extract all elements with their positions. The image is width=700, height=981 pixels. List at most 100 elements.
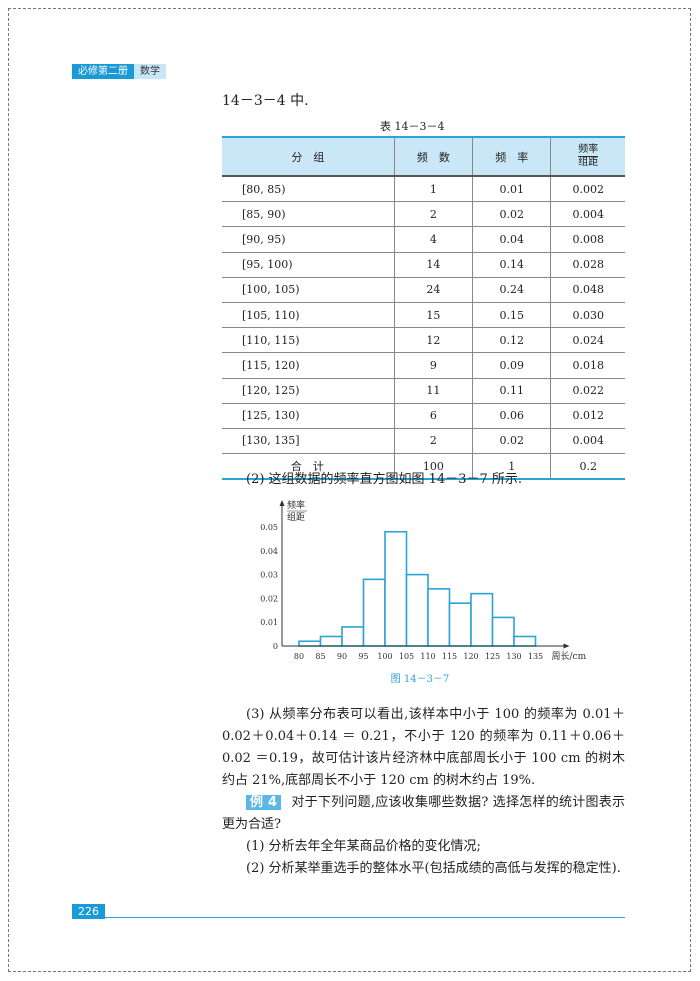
x-axis-arrow-icon xyxy=(563,643,570,649)
y-axis-label-den: 组距 xyxy=(287,511,305,523)
table-cell: 合 计 xyxy=(222,453,395,481)
table-cell: [85, 90) xyxy=(222,201,395,228)
x-tick-label: 95 xyxy=(358,652,368,661)
table-cell: [120, 125) xyxy=(222,378,395,404)
histogram-bar xyxy=(341,626,365,647)
header-frequency: 频 率 xyxy=(472,136,551,177)
table-row: [90, 95) 4 0.04 0.008 xyxy=(222,226,625,253)
table-cell: [100, 105) xyxy=(222,277,395,303)
y-tick-label: 0.04 xyxy=(260,547,278,556)
table-cell: 1 xyxy=(393,176,473,203)
table-cell: [125, 130) xyxy=(222,403,395,429)
table-cell: 0.024 xyxy=(550,327,625,354)
y-tick-label: 0.05 xyxy=(260,523,278,532)
x-tick-label: 100 xyxy=(377,652,392,661)
table-cell: 0.01 xyxy=(472,176,551,203)
table-cell: 2 xyxy=(393,201,473,228)
table-cell: 12 xyxy=(393,327,473,354)
table-cell: 0.002 xyxy=(550,176,625,203)
table-cell: 0.15 xyxy=(472,302,551,329)
x-axis-label: 周长/cm xyxy=(552,650,587,662)
table-row: [100, 105) 24 0.24 0.048 xyxy=(222,277,625,303)
table-cell: 0.02 xyxy=(472,201,551,228)
table-caption: 表 14－3－4 xyxy=(380,120,445,133)
table-cell: 0.11 xyxy=(472,378,551,404)
book-label: 必修第二册 xyxy=(72,64,134,79)
table-cell: 14 xyxy=(393,252,473,278)
histogram-bar xyxy=(427,588,451,647)
x-tick-label: 115 xyxy=(442,652,457,661)
table-cell: 24 xyxy=(393,277,473,303)
running-header: 必修第二册 数学 xyxy=(72,64,166,79)
figure-caption: 图 14－3－7 xyxy=(391,673,450,685)
table-cell: 0.12 xyxy=(472,327,551,354)
header-density: 频率 组距 xyxy=(550,136,625,177)
table-cell: [80, 85) xyxy=(222,176,395,203)
table-cell: 0.030 xyxy=(550,302,625,329)
part2-text: (2) 这组数据的频率直方图如图 14－3－7 所示. xyxy=(246,472,523,487)
x-tick-label: 125 xyxy=(485,652,500,661)
y-tick-label: 0.01 xyxy=(260,618,278,627)
page-border xyxy=(8,8,691,972)
example-text: 对于下列问题,应该收集哪些数据? 选择怎样的统计图表示更为合适? xyxy=(222,795,625,832)
header-count: 频 数 xyxy=(393,136,473,177)
x-tick-label: 120 xyxy=(463,652,478,661)
table-row: [80, 85) 1 0.01 0.002 xyxy=(222,176,625,203)
table-cell: 4 xyxy=(393,226,473,253)
histogram-bar xyxy=(491,616,515,647)
table-cell: 0.2 xyxy=(550,453,625,481)
frequency-table: 分 组 频 数 频 率 频率 组距 [80, 85) 1 0.01 0.002 [85, … xyxy=(222,136,625,481)
table-cell: 0.06 xyxy=(472,403,551,429)
table-cell: 0.004 xyxy=(550,428,625,455)
x-tick-label: 105 xyxy=(399,652,414,661)
table-row: [85, 90) 2 0.02 0.004 xyxy=(222,201,625,228)
y-axis-label-num: 频率 xyxy=(287,499,305,511)
x-tick-label: 135 xyxy=(528,652,543,661)
example-badge: 例 4 xyxy=(246,795,282,810)
table-row: [130, 135] 2 0.02 0.004 xyxy=(222,428,625,455)
frac-num: 频率 xyxy=(578,144,599,157)
footer-rule xyxy=(105,917,625,918)
table-cell: 2 xyxy=(393,428,473,455)
table-cell: 0.022 xyxy=(550,378,625,404)
table-row: [105, 110) 15 0.15 0.030 xyxy=(222,302,625,329)
table-cell: 9 xyxy=(393,352,473,379)
table-cell: 0.028 xyxy=(550,252,625,278)
x-tick-label: 80 xyxy=(294,652,304,661)
table-cell: 15 xyxy=(393,302,473,329)
y-axis-arrow-icon xyxy=(279,500,285,506)
intro-text: 14－3－4 中. xyxy=(222,93,309,109)
table-cell: [130, 135] xyxy=(222,428,395,455)
y-tick-label: 0.03 xyxy=(260,571,278,580)
table-cell: 100 xyxy=(393,453,473,481)
part3-paragraph: (3) 从频率分布表可以看出,该样本中小于 100 的频率为 0.01＋0.02… xyxy=(222,707,625,788)
table-cell: 0.008 xyxy=(550,226,625,253)
table-cell: 0.14 xyxy=(472,252,551,278)
example-item-1: (1) 分析去年全年某商品价格的变化情况; xyxy=(246,839,481,854)
table-cell: 11 xyxy=(393,378,473,404)
example-paragraph: 例 4 对于下列问题,应该收集哪些数据? 选择怎样的统计图表示更为合适? xyxy=(222,792,625,836)
table-row: [110, 115) 12 0.12 0.024 xyxy=(222,327,625,354)
histogram-bar xyxy=(470,592,494,647)
histogram-bar xyxy=(384,530,408,647)
histogram-bar xyxy=(405,573,429,647)
table-cell: [115, 120) xyxy=(222,352,395,379)
table-cell: [95, 100) xyxy=(222,252,395,278)
y-tick-label: 0 xyxy=(273,642,278,651)
y-tick-label: 0.02 xyxy=(260,594,278,603)
histogram-bar xyxy=(319,635,343,647)
x-tick-label: 110 xyxy=(420,652,435,661)
subject-label: 数学 xyxy=(134,64,166,79)
x-tick-label: 85 xyxy=(315,652,325,661)
table-cell: [110, 115) xyxy=(222,327,395,354)
table-cell: 0.09 xyxy=(472,352,551,379)
histogram-bar xyxy=(298,640,322,647)
table-cell: 0.24 xyxy=(472,277,551,303)
table-row: [120, 125) 11 0.11 0.022 xyxy=(222,378,625,404)
histogram-bar xyxy=(362,578,386,647)
table-cell: 0.048 xyxy=(550,277,625,303)
example-item-2: (2) 分析某举重选手的整体水平(包括成绩的高低与发挥的稳定性). xyxy=(246,861,621,876)
header-group: 分 组 xyxy=(222,136,395,177)
x-tick-label: 90 xyxy=(337,652,347,661)
table-row: 合 计 100 1 0.2 xyxy=(222,453,625,481)
